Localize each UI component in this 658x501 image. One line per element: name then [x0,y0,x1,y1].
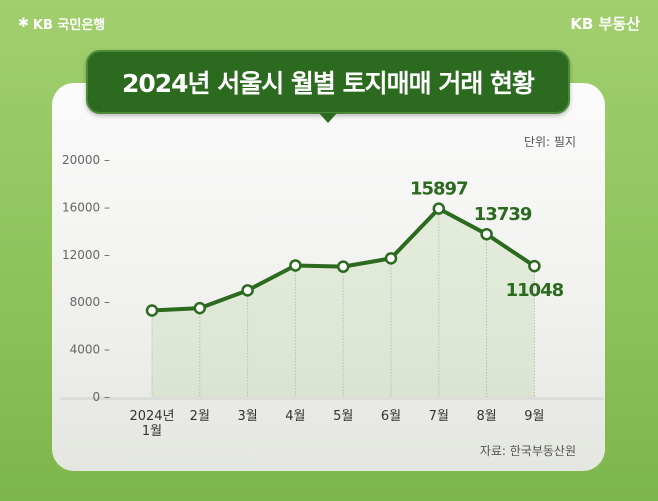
x-tick-label: 9월 [524,409,544,424]
y-tick-label: 12000 – [62,248,110,262]
y-tick-label: 4000 – [70,343,110,357]
data-point [241,284,254,297]
x-tick-label: 2월 [190,409,210,424]
data-point [289,259,302,272]
data-label: 11048 [506,280,564,301]
y-tick-label: 16000 – [62,200,110,214]
y-tick-label: 0 – [93,390,110,404]
x-tick-label: 6월 [381,409,401,424]
unit-label: 단위: 필지 [523,135,576,149]
kb-star-icon: ✱ [18,16,29,31]
x-tick-label: 2024년 [129,409,174,424]
kb-real-estate-logo: KB 부동산 [570,15,640,33]
x-tick-label: 7월 [429,409,449,424]
data-point [384,252,398,265]
data-point [480,227,493,241]
kb-bank-logo: ✱ KB 국민은행 [18,16,106,33]
data-label: 13739 [474,204,532,225]
x-tick-label: 4월 [285,409,305,424]
source-label: 자료: 한국부동산원 [479,444,576,458]
data-point [336,260,350,273]
x-tick-label: 3월 [237,409,257,424]
data-point [145,304,159,317]
x-tick-label: 5월 [333,409,353,424]
data-point [193,301,207,315]
x-axis-baseline [60,397,604,400]
y-tick-label: 20000 – [62,153,110,167]
x-tick-label: 8월 [476,409,496,424]
y-tick-label: 8000 – [70,295,110,309]
data-point [432,202,446,215]
chart-title: 2024년 서울시 월별 토지매매 거래 현황 [86,50,570,123]
data-point [528,259,541,273]
chart-card [52,83,605,471]
x-tick-label: 1월 [142,424,162,439]
data-label: 15897 [410,179,468,200]
